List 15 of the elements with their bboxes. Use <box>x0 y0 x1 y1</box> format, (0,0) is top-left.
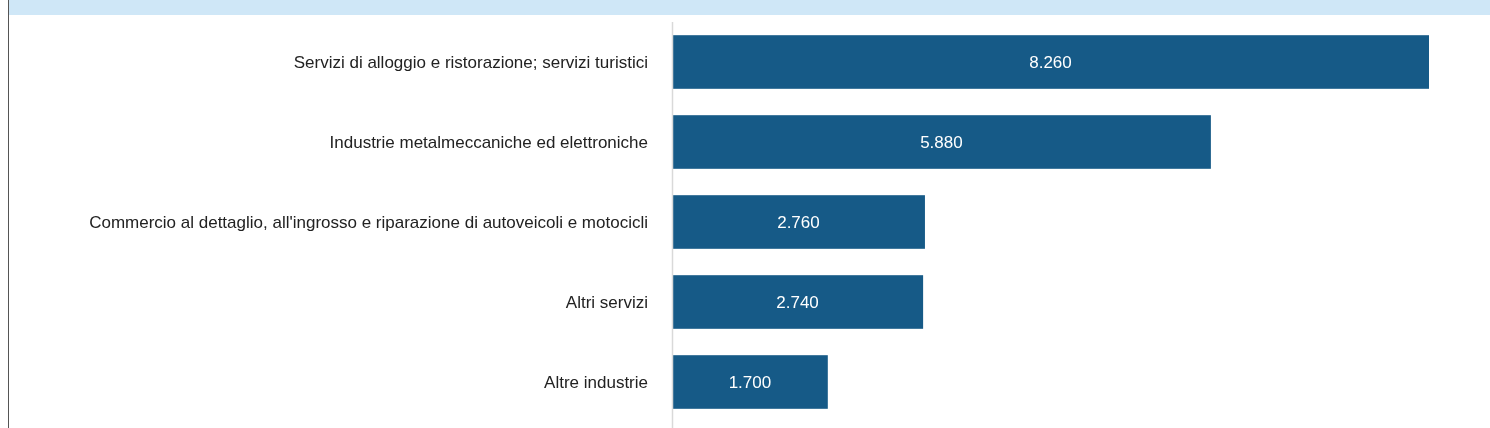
data-label: 8.260 <box>1029 52 1072 72</box>
y-tick-label: Commercio al dettaglio, all'ingrosso e riparazione di autoveicoli e motocicli <box>89 212 648 232</box>
bar <box>672 115 1211 169</box>
y-tick-label: Altri servizi <box>565 292 648 312</box>
data-label: 1.700 <box>728 372 772 392</box>
y-tick-label: Servizi di alloggio e ristorazione; servizi turistici <box>293 52 648 72</box>
data-label: 2.740 <box>776 292 819 312</box>
bar <box>672 355 828 409</box>
bar <box>672 195 925 249</box>
bar <box>672 275 924 329</box>
data-label: 2.760 <box>777 212 820 232</box>
y-tick-label: Industrie metalmeccaniche ed elettroniche <box>329 132 648 152</box>
y-tick-label: Altre industrie <box>544 372 648 392</box>
bar <box>672 35 1429 89</box>
data-label: 5.880 <box>920 132 963 152</box>
